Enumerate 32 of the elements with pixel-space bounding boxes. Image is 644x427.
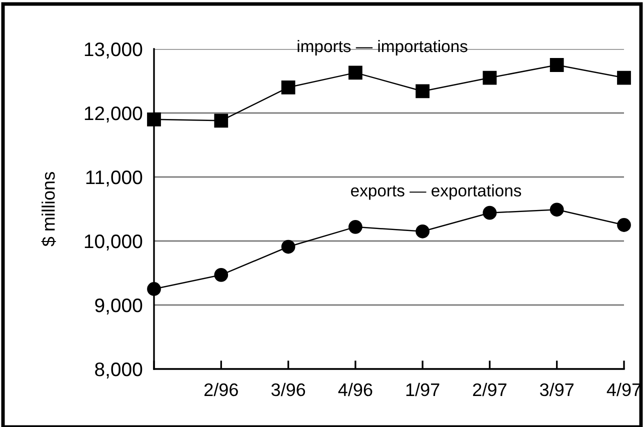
y-tick-label: 9,000 bbox=[95, 298, 142, 315]
point bbox=[416, 224, 430, 238]
point bbox=[416, 84, 430, 98]
point bbox=[147, 112, 161, 126]
y-tick-label: 11,000 bbox=[86, 170, 142, 187]
point bbox=[147, 282, 161, 296]
series-label: exports — exportations bbox=[351, 184, 522, 200]
x-tick-label: 2/96 bbox=[204, 382, 238, 396]
point bbox=[348, 220, 362, 234]
x-tick-label: 2/97 bbox=[473, 382, 506, 396]
x-tick-label: 4/97 bbox=[606, 382, 641, 396]
point bbox=[617, 218, 631, 232]
point bbox=[482, 70, 497, 85]
y-tick-label: 10,000 bbox=[84, 234, 142, 251]
y-tick-label: 12,000 bbox=[84, 106, 142, 123]
y-tick-label: 13,000 bbox=[84, 42, 142, 59]
y-tick-label: 8,000 bbox=[95, 362, 142, 379]
point bbox=[550, 58, 564, 72]
point bbox=[214, 268, 228, 282]
point bbox=[617, 70, 631, 85]
x-tick-label: 4/96 bbox=[338, 382, 372, 396]
point bbox=[214, 114, 228, 128]
x-tick-label: 3/97 bbox=[540, 382, 574, 396]
point bbox=[348, 66, 362, 80]
y-axis-title: $ millions bbox=[41, 172, 56, 246]
point bbox=[281, 80, 296, 94]
point bbox=[550, 202, 564, 217]
point bbox=[281, 240, 296, 254]
x-tick-label: 1/97 bbox=[406, 382, 440, 396]
point bbox=[482, 206, 497, 220]
x-tick-label: 3/96 bbox=[271, 382, 306, 396]
series-label: imports — importations bbox=[298, 40, 468, 56]
